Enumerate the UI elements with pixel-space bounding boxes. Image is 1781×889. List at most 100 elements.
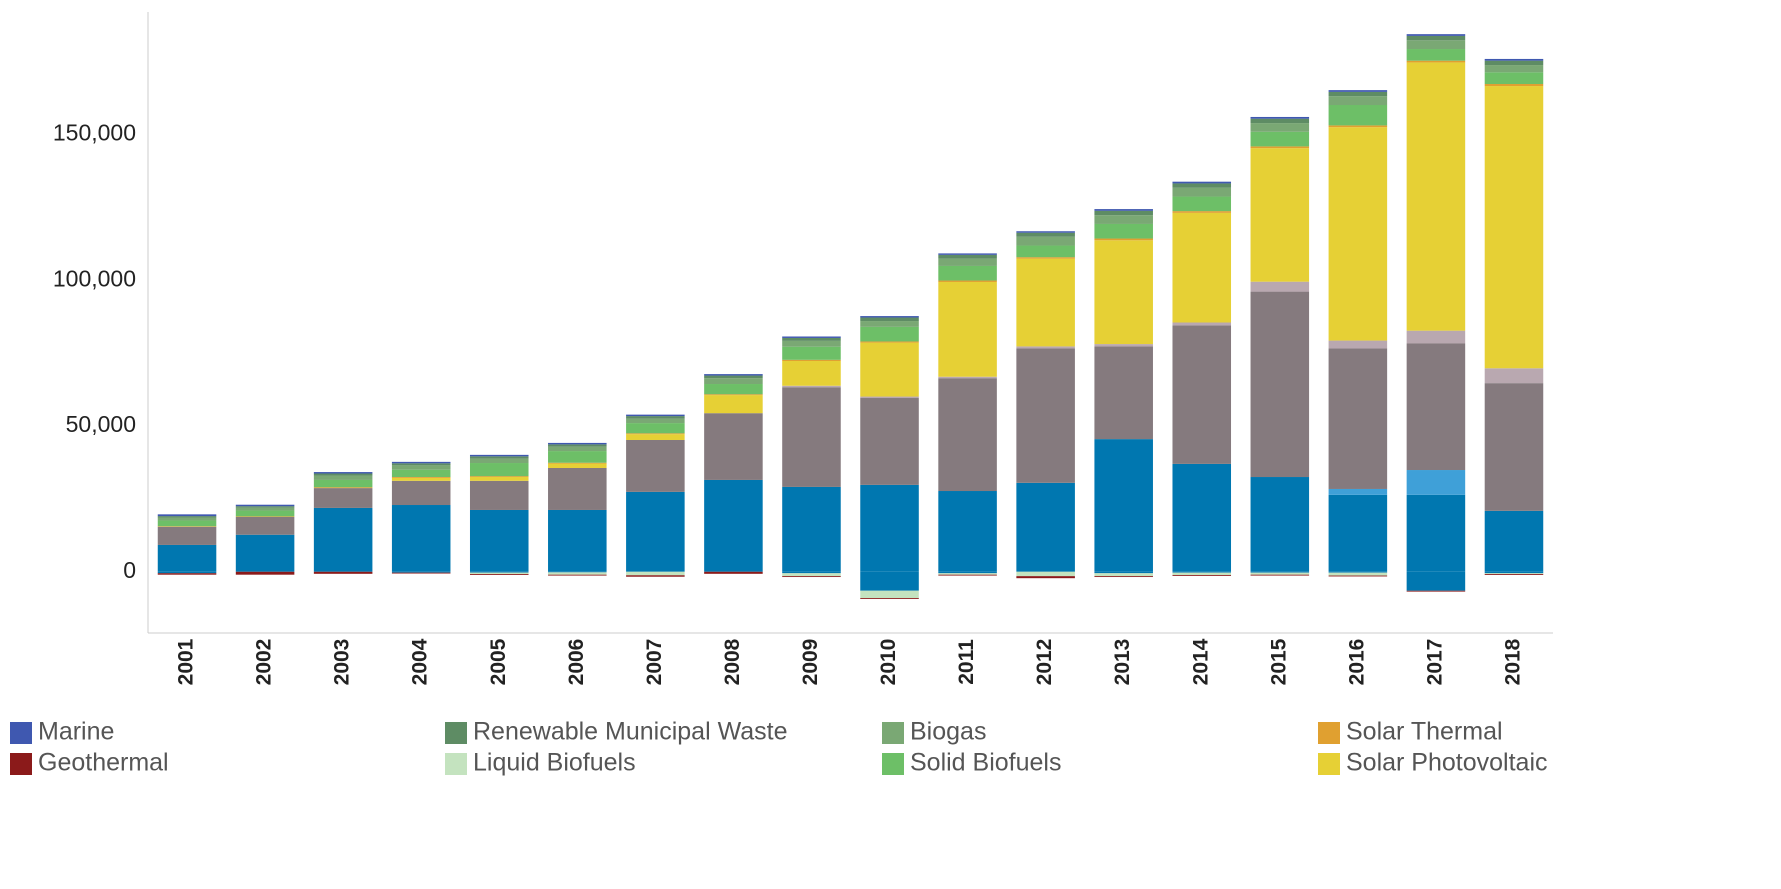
bar-segment bbox=[1094, 571, 1153, 574]
bar-segment bbox=[391, 477, 451, 481]
bar-segment bbox=[860, 341, 919, 343]
bar-segment bbox=[391, 461, 451, 464]
y-tick-label: 100,000 bbox=[53, 265, 136, 291]
bar-segment bbox=[782, 571, 841, 574]
bar-segment bbox=[548, 572, 607, 575]
bar-segment bbox=[1250, 291, 1310, 478]
bar-segment bbox=[313, 473, 373, 476]
bar-segment bbox=[391, 480, 451, 506]
bar-segment bbox=[938, 378, 997, 492]
bar-segment bbox=[1328, 105, 1388, 126]
x-tick-label: 2001 bbox=[175, 638, 198, 685]
bar-segment bbox=[469, 463, 529, 477]
y-tick-label: 50,000 bbox=[66, 411, 136, 437]
bar-segment bbox=[860, 326, 919, 342]
x-tick-label: 2015 bbox=[1267, 638, 1290, 685]
bar-segment bbox=[1250, 477, 1310, 572]
x-tick-label: 2017 bbox=[1423, 639, 1446, 686]
bar-segment bbox=[469, 477, 529, 481]
bar-segment bbox=[1328, 572, 1388, 576]
bar-segment bbox=[1328, 127, 1388, 341]
bar-segment bbox=[782, 387, 841, 487]
x-tick-label: 2011 bbox=[955, 639, 978, 685]
bar-segment bbox=[782, 360, 841, 386]
bar-segment bbox=[1172, 196, 1232, 212]
x-tick-label: 2007 bbox=[643, 639, 666, 686]
bar-segment bbox=[782, 576, 841, 578]
bar-segment bbox=[782, 340, 841, 347]
bar-segment bbox=[626, 433, 685, 435]
bar-segment bbox=[1016, 571, 1075, 577]
bar-segment bbox=[938, 258, 997, 266]
bar-segment bbox=[235, 504, 295, 507]
bar-segment bbox=[157, 517, 217, 521]
bar-segment bbox=[1484, 383, 1544, 511]
bar-segment bbox=[157, 571, 217, 574]
bar-segment bbox=[157, 520, 217, 527]
bar-segment bbox=[1172, 463, 1232, 572]
bar-segment bbox=[626, 418, 685, 424]
bar-segment bbox=[1406, 571, 1466, 591]
bar-segment bbox=[313, 475, 373, 480]
bar-segment bbox=[1484, 574, 1544, 575]
x-tick-label: 2003 bbox=[331, 639, 354, 686]
bar-segment bbox=[1250, 281, 1310, 292]
bar-segment bbox=[1094, 240, 1153, 345]
bar-segment bbox=[157, 573, 217, 575]
bar-segment bbox=[938, 571, 997, 574]
bar-segment bbox=[157, 544, 217, 572]
bar-segment bbox=[1250, 572, 1310, 575]
bar-segment bbox=[1250, 148, 1310, 282]
bar-segment bbox=[548, 574, 607, 576]
bar-segment bbox=[1406, 470, 1466, 495]
bar-segment bbox=[235, 516, 295, 535]
legend-label: Solar Photovoltaic bbox=[1346, 749, 1548, 777]
x-tick-label: 2008 bbox=[721, 638, 744, 685]
bar-segment bbox=[1406, 494, 1466, 572]
legend-label: Solid Biofuels bbox=[910, 749, 1061, 777]
bar-segment bbox=[626, 414, 685, 417]
legend-swatch bbox=[882, 753, 904, 775]
bar-segment bbox=[235, 506, 295, 508]
bar-segment bbox=[938, 254, 997, 259]
legend-swatch bbox=[1318, 753, 1340, 775]
bar-segment bbox=[1250, 131, 1310, 147]
bar-segment bbox=[1172, 322, 1232, 326]
bar-segment bbox=[1016, 258, 1075, 347]
x-tick-label: 2016 bbox=[1345, 639, 1368, 686]
bar-segment bbox=[391, 465, 451, 470]
y-tick-label: 0 bbox=[123, 557, 136, 583]
legend-label: Marine bbox=[38, 718, 114, 746]
bar-segment bbox=[626, 423, 685, 434]
bar-segment bbox=[548, 444, 607, 447]
bar-segment bbox=[1328, 494, 1388, 572]
bar-segment bbox=[1016, 236, 1075, 246]
bar-segment bbox=[1094, 344, 1153, 347]
bar-segment bbox=[860, 398, 919, 485]
bar-segment bbox=[391, 469, 451, 478]
x-tick-label: 2018 bbox=[1502, 638, 1525, 685]
bar-segment bbox=[1016, 348, 1075, 483]
bar-segment bbox=[391, 572, 451, 574]
bar-segment bbox=[313, 507, 373, 572]
bar-segment bbox=[313, 487, 373, 489]
x-tick-label: 2014 bbox=[1189, 638, 1212, 685]
bar-segment bbox=[782, 337, 841, 341]
bar-segment bbox=[860, 396, 919, 399]
bar-segment bbox=[1250, 123, 1310, 132]
bar-segment bbox=[1016, 257, 1075, 259]
bar-segment bbox=[860, 484, 919, 572]
y-tick-label: 150,000 bbox=[53, 120, 136, 146]
bar-segment bbox=[938, 573, 997, 575]
bar-segment bbox=[1406, 330, 1466, 344]
bar-segment bbox=[548, 446, 607, 452]
bar-segment bbox=[1406, 40, 1466, 50]
bar-segment bbox=[157, 514, 217, 517]
bar-segment bbox=[1172, 183, 1232, 188]
bar-segment bbox=[1484, 84, 1544, 87]
legend-label: Geothermal bbox=[38, 749, 169, 777]
bar-segment bbox=[704, 571, 763, 574]
bar-segment bbox=[391, 505, 451, 572]
bar-segment bbox=[1328, 96, 1388, 106]
